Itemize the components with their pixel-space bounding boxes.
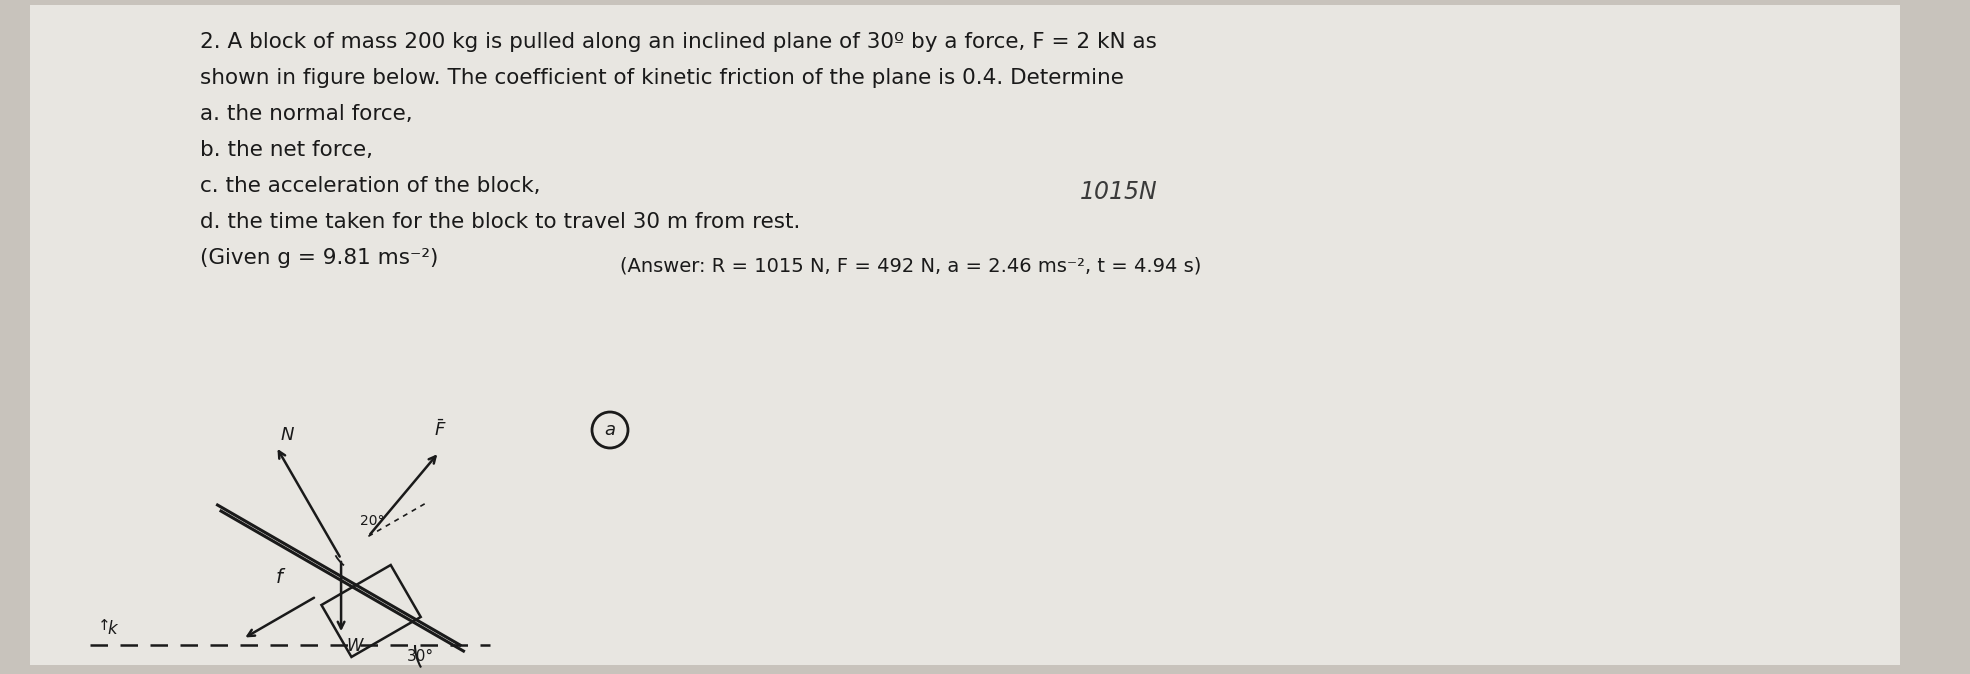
Text: (Given g = 9.81 ms⁻²): (Given g = 9.81 ms⁻²) bbox=[201, 248, 439, 268]
Text: (Answer: R = 1015 N, F = 492 N, a = 2.46 ms⁻², t = 4.94 s): (Answer: R = 1015 N, F = 492 N, a = 2.46… bbox=[621, 256, 1202, 275]
Text: b. the net force,: b. the net force, bbox=[201, 140, 372, 160]
Text: $\uparrow$: $\uparrow$ bbox=[95, 618, 110, 633]
Text: W: W bbox=[347, 637, 362, 655]
Text: 20°: 20° bbox=[361, 514, 384, 528]
Bar bbox=[321, 565, 422, 657]
Text: N: N bbox=[280, 427, 294, 444]
Text: 1015N: 1015N bbox=[1080, 180, 1158, 204]
Text: 30°: 30° bbox=[408, 649, 433, 664]
Text: shown in figure below. The coefficient of kinetic friction of the plane is 0.4. : shown in figure below. The coefficient o… bbox=[201, 68, 1123, 88]
Text: f: f bbox=[276, 568, 282, 588]
Text: d. the time taken for the block to travel 30 m from rest.: d. the time taken for the block to trave… bbox=[201, 212, 800, 232]
Text: a. the normal force,: a. the normal force, bbox=[201, 104, 412, 124]
Text: a: a bbox=[605, 421, 615, 439]
Text: $\bar{F}$: $\bar{F}$ bbox=[433, 419, 447, 440]
Text: 2. A block of mass 200 kg is pulled along an inclined plane of 30º by a force, F: 2. A block of mass 200 kg is pulled alon… bbox=[201, 32, 1156, 52]
Text: c. the acceleration of the block,: c. the acceleration of the block, bbox=[201, 176, 540, 196]
Text: k: k bbox=[106, 620, 116, 638]
